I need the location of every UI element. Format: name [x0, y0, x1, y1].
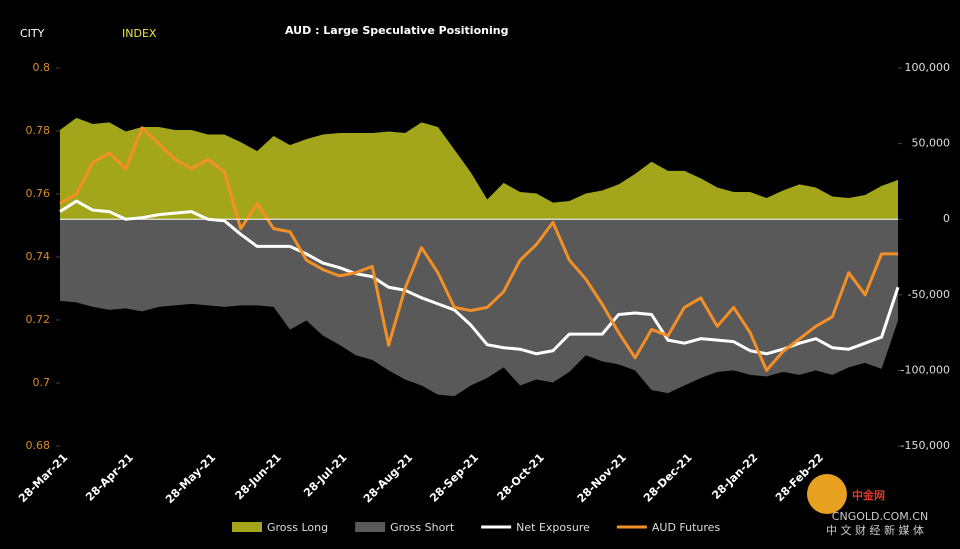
- y-tick-label: 0.76: [26, 187, 51, 200]
- legend-label: Gross Long: [267, 521, 328, 534]
- chart-title: AUD : Large Speculative Positioning: [285, 24, 508, 37]
- y-tick-label: 0.74: [26, 250, 51, 263]
- x-tick-label: 28-Sep-21: [427, 451, 481, 505]
- watermark-site: CNGOLD.COM.CN: [832, 510, 928, 523]
- y-tick-label: 0.8: [33, 61, 51, 74]
- y-tick-label: 0.7: [33, 376, 51, 389]
- x-tick-label: 28-Jan-22: [709, 451, 760, 502]
- legend-swatch: [232, 522, 262, 532]
- x-tick-label: 28-Aug-21: [361, 451, 415, 505]
- legend-label: Net Exposure: [516, 521, 590, 534]
- x-tick-label: 28-Nov-21: [575, 451, 629, 505]
- brand-city: CITY: [20, 27, 45, 40]
- legend-swatch: [355, 522, 386, 532]
- x-tick-label: 28-Dec-21: [641, 451, 695, 505]
- y-tick-label: 0.72: [26, 313, 51, 326]
- y2-tick-label: -50,000: [908, 288, 950, 301]
- y2-tick-label: 50,000: [912, 137, 951, 150]
- y-tick-label: 0.68: [26, 439, 51, 452]
- y2-tick-label: -100,000: [901, 363, 950, 376]
- y2-tick-label: 100,000: [905, 61, 951, 74]
- legend-label: AUD Futures: [652, 521, 721, 534]
- watermark-icon: [807, 474, 847, 514]
- watermark-tagline: 中 文 财 经 新 媒 体: [826, 523, 924, 537]
- x-tick-label: 28-Jun-21: [233, 451, 284, 502]
- area: [60, 117, 898, 220]
- y2-tick-label: 0: [943, 212, 950, 225]
- x-tick-label: 28-Oct-21: [495, 451, 547, 503]
- brand-index: INDEX: [122, 27, 157, 40]
- x-tick-label: 28-Mar-21: [16, 451, 70, 505]
- watermark-logo: 中金网: [852, 488, 885, 502]
- x-tick-label: 28-Apr-21: [83, 451, 136, 504]
- x-tick-label: 28-Jul-21: [301, 451, 349, 499]
- plot: 0.68 0.7 0.72 0.74 0.76 0.78 0.8 -150,000 -100,0…: [16, 61, 950, 534]
- y-tick-label: 0.78: [26, 124, 51, 137]
- line: [59, 126, 898, 372]
- x-tick-label: 28-May-21: [163, 451, 218, 506]
- legend-label: Gross Short: [390, 521, 455, 534]
- y2-tick-label: -150,000: [901, 439, 950, 452]
